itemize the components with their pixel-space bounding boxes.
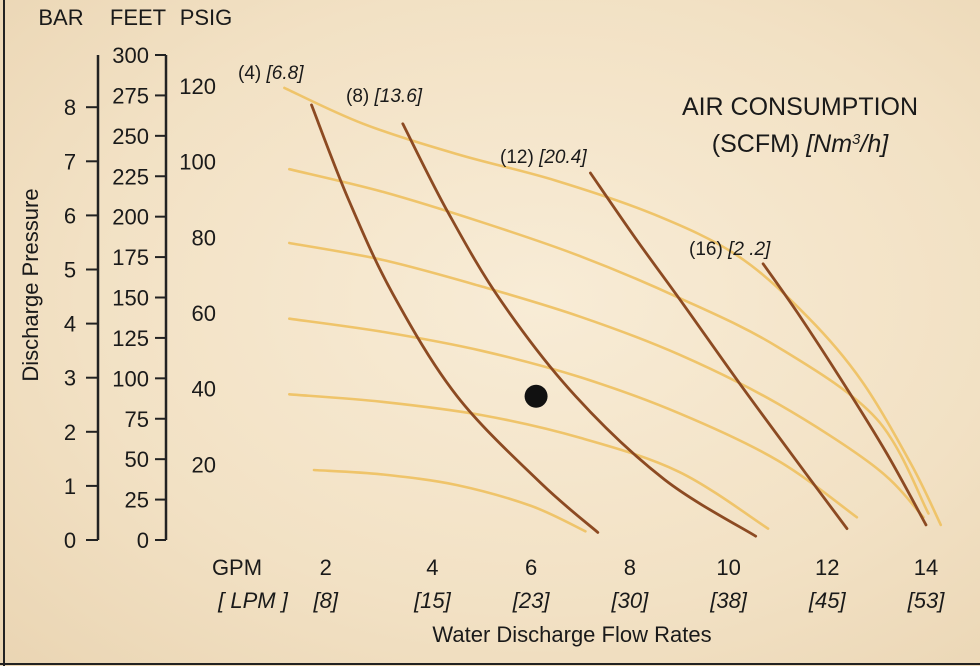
chart-subtitle: (SCFM) [Nm3/h] bbox=[712, 130, 889, 158]
feet-tick-label: 0 bbox=[137, 528, 149, 553]
air-curve-nm3h-2: [13.6] bbox=[374, 86, 423, 107]
air-curve-label-1: (4) [6.8] bbox=[238, 63, 304, 84]
feet-tick-label: 225 bbox=[112, 164, 149, 189]
feet-tick-label: 100 bbox=[112, 366, 149, 391]
subtitle-sup: 3 bbox=[852, 131, 861, 148]
air-curve-nm3h-3: [20.4] bbox=[538, 147, 587, 168]
feet-tick-label: 250 bbox=[112, 124, 149, 149]
axis-header-bar: BAR bbox=[38, 5, 83, 30]
psig-tick-label: 120 bbox=[179, 74, 216, 99]
x-tick-secondary-2: [8] bbox=[312, 588, 338, 613]
air-curve-2 bbox=[401, 122, 758, 538]
air-curve-nm3h-1: [6.8] bbox=[266, 63, 305, 84]
chart-title: AIR CONSUMPTION bbox=[682, 93, 918, 121]
labels: (4) [6.8] (8) [13.6] (12) [20.4] (16) [2 .2… bbox=[18, 5, 945, 647]
air-curve-scfm-1: (4) bbox=[238, 63, 267, 84]
bar-tick-label: 4 bbox=[64, 312, 76, 337]
feet-tick-label: 300 bbox=[112, 43, 149, 68]
psig-tick-label: 20 bbox=[192, 452, 216, 477]
air-curve-scfm-3: (12) bbox=[500, 147, 539, 168]
air-curve-label-4: (16) [2 .2] bbox=[689, 239, 771, 260]
bar-tick-label: 3 bbox=[64, 366, 76, 391]
psig-tick-label: 100 bbox=[179, 150, 216, 175]
air-consumption-curves bbox=[310, 103, 928, 538]
bar-tick-label: 2 bbox=[64, 420, 76, 445]
x-tick-secondary-8: [30] bbox=[611, 588, 650, 613]
x-tick-secondary-4: [15] bbox=[413, 588, 452, 613]
performance-curve-40psig bbox=[288, 393, 770, 530]
x-tick-secondary-10: [38] bbox=[709, 588, 748, 613]
feet-tick-label: 200 bbox=[112, 205, 149, 230]
subtitle-nm: [Nm bbox=[805, 130, 852, 158]
bar-tick-label: 8 bbox=[64, 95, 76, 120]
psig-tick-label: 40 bbox=[192, 377, 216, 402]
performance-curve-100psig bbox=[288, 167, 930, 515]
x-tick-secondary-14: [53] bbox=[907, 588, 946, 613]
air-curve-nm3h-4: [2 .2] bbox=[727, 239, 771, 260]
bar-tick-label: 0 bbox=[64, 528, 76, 553]
x-tick-label-4: 4 bbox=[426, 555, 438, 580]
bar-tick-label: 5 bbox=[64, 258, 76, 283]
x-tick-label-14: 14 bbox=[914, 555, 938, 580]
bar-tick-label: 1 bbox=[64, 474, 76, 499]
subtitle-end: /h] bbox=[858, 130, 889, 158]
feet-tick-label: 50 bbox=[125, 447, 149, 472]
x-tick-secondary-12: [45] bbox=[808, 588, 847, 613]
feet-tick-label: 125 bbox=[112, 326, 149, 351]
x-tick-label-12: 12 bbox=[815, 555, 839, 580]
x-unit-gpm: GPM bbox=[212, 555, 262, 580]
feet-tick-label: 75 bbox=[125, 407, 149, 432]
x-tick-label-2: 2 bbox=[320, 555, 332, 580]
air-curve-4 bbox=[761, 262, 928, 527]
air-curve-label-3: (12) [20.4] bbox=[500, 147, 587, 168]
x-tick-label-8: 8 bbox=[624, 555, 636, 580]
axis-header-feet: FEET bbox=[110, 5, 166, 30]
x-tick-label-6: 6 bbox=[525, 555, 537, 580]
feet-tick-label: 175 bbox=[112, 245, 149, 270]
psig-tick-label: 60 bbox=[192, 301, 216, 326]
performance-curve-80psig bbox=[288, 241, 925, 519]
bar-tick-label: 7 bbox=[64, 149, 76, 174]
psig-tick-label: 80 bbox=[192, 225, 216, 250]
x-tick-label-10: 10 bbox=[716, 555, 740, 580]
axis-header-psig: PSIG bbox=[180, 5, 233, 30]
air-curve-label-2: (8) [13.6] bbox=[346, 86, 423, 107]
performance-curve-20psig bbox=[312, 468, 587, 533]
air-curve-1 bbox=[310, 103, 600, 534]
x-tick-secondary-6: [23] bbox=[512, 588, 551, 613]
performance-curve-60psig bbox=[288, 317, 859, 519]
x-unit-lpm: [ LPM ] bbox=[217, 588, 289, 613]
feet-tick-label: 150 bbox=[112, 286, 149, 311]
y-axis-title: Discharge Pressure bbox=[18, 188, 43, 381]
air-curve-scfm-4: (16) bbox=[689, 239, 728, 260]
feet-tick-label: 275 bbox=[112, 83, 149, 108]
subtitle-scfm: (SCFM) bbox=[712, 130, 806, 158]
bar-tick-label: 6 bbox=[64, 203, 76, 228]
operating-point-marker bbox=[524, 384, 548, 408]
x-axis-title: Water Discharge Flow Rates bbox=[432, 622, 711, 647]
air-curve-3 bbox=[589, 171, 849, 530]
air-curve-scfm-2: (8) bbox=[346, 86, 375, 107]
feet-tick-label: 25 bbox=[125, 488, 149, 513]
